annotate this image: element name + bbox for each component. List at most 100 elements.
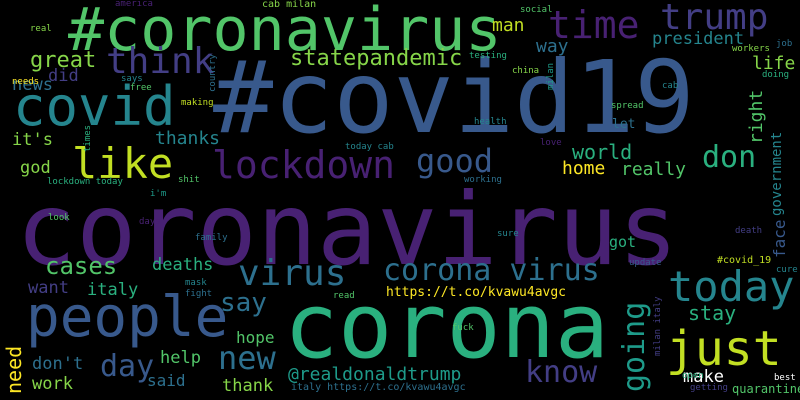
word-best: best [774,373,796,383]
word-going: going [617,301,652,392]
word-just: just [666,321,782,377]
word-quarantine: quarantine [732,382,800,396]
word-fuck: fuck [452,323,474,333]
word-cab: cab [662,81,679,91]
word-sure: sure [497,229,519,239]
word-country: country [208,54,218,92]
word-love: love [540,138,562,148]
word-shit: shit [178,175,200,185]
word-let: let [612,117,636,132]
word-mask: mask [185,278,207,288]
word-dont: don't [32,354,84,374]
word-deaths: deaths [152,255,214,275]
word-life: life [752,53,796,74]
word-world: world [572,140,633,164]
word-lockdown-today: lockdown today [47,177,123,187]
word-cases: cases [45,252,118,280]
word-working: working [464,175,502,185]
word-fight: fight [185,289,213,299]
word-day: day [100,349,155,384]
word-make: make [683,367,724,387]
word-thanks: thanks [155,128,221,149]
word-covid-19: #covid_19 [717,255,772,266]
word-read: read [333,291,355,301]
word-look: look [48,213,70,223]
word-lockdown: lockdown [212,143,396,187]
word-need: need [2,345,26,394]
word-china: china [512,66,540,76]
word-real: real [30,24,52,34]
word-im: i'm [150,189,167,199]
word-corona: corona [284,274,610,379]
word-america: america [115,0,153,9]
word-face: face [770,219,789,258]
word-realdonaldtrump: @realdonaldtrump [288,364,462,385]
word-government: government [769,131,785,216]
word-corona-virus: corona virus [383,253,600,288]
word-news: news [12,75,53,95]
word-statepandemic: statepandemic [290,46,463,71]
word-making: making [181,98,214,108]
word-update: update [629,258,662,268]
word-god: god [20,158,51,178]
word-its: it's [12,130,53,150]
word-covid: covid [13,75,176,138]
word-stay: stay [688,301,737,325]
word-death: death [735,226,763,236]
word-needs: needs [12,77,40,87]
word-new: new [218,339,276,377]
word-times: times [83,124,93,152]
word-time: time [548,3,640,47]
word-don: don [702,140,757,175]
word-cure: cure [776,265,798,275]
word-testing: testing [469,51,507,61]
word-workers: workers [732,44,770,54]
word-hope: hope [236,328,275,347]
word-people: people [26,285,229,350]
word-work: work [32,374,73,394]
word-want: want [28,278,69,298]
word-way: way [536,36,569,57]
word-like: like [72,139,174,188]
word-man: man [492,15,525,36]
word-help: help [160,348,201,368]
word-say: say [220,288,267,318]
word-doing: doing [762,70,790,80]
word-says: says [121,74,143,84]
word-today: today [668,262,795,311]
word-got: got [609,233,637,251]
word-milan: milan [546,62,556,90]
word-virus: virus [238,253,347,294]
word-coronavirus: coronavirus [16,171,679,288]
word-right: right [746,89,767,144]
word-health: health [474,117,507,127]
word-days: days [139,217,161,227]
word-think: think [106,41,215,82]
word-cab-milan: cab milan [262,0,317,10]
word-did: did [48,66,79,86]
word-said: said [147,371,186,390]
word-italy: italy [87,280,139,300]
word-italy-link: italy https://t.co/kvawu4avgc [291,382,466,393]
word-family: family [195,233,228,243]
word-president: president [652,29,745,49]
word-free: free [130,83,152,93]
word-thank: thank [222,376,274,396]
word-spread: spread [611,101,644,111]
word-trump: trump [660,0,769,38]
word-home: home [562,158,606,179]
word-open: open [682,371,704,381]
word-good: good [416,142,494,180]
word-social: social [520,5,553,15]
word-hashtag-coronavirus: #coronavirus [68,0,502,65]
word-really: really [621,159,687,180]
word-know: know [525,355,598,390]
word-today-cab: today cab [345,142,394,152]
word-covid19: #covid19 [213,39,695,156]
word-link: https://t.co/kvawu4avgc [386,285,567,300]
word-getting: getting [690,383,728,393]
word-great: great [30,48,97,73]
word-job: job [776,39,793,49]
word-milan-italy: milan italy [653,296,663,356]
